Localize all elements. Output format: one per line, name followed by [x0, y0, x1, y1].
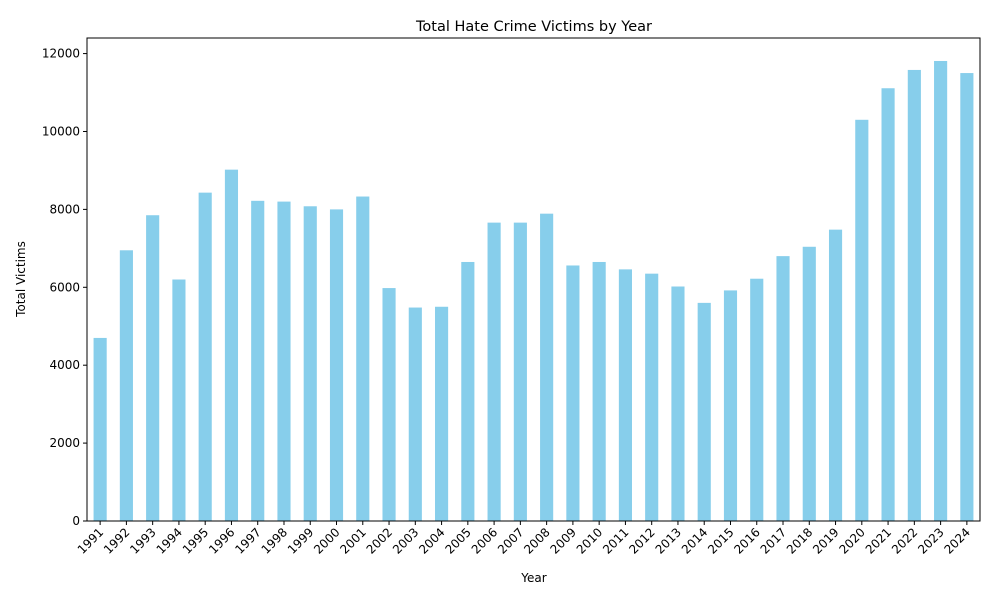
- bar-2002: [382, 288, 396, 521]
- x-tick-label: 2023: [915, 525, 946, 556]
- x-tick-label: 2013: [653, 525, 684, 556]
- bar-2005: [461, 261, 475, 521]
- x-tick-label: 2022: [889, 525, 920, 556]
- bar-1998: [277, 201, 291, 521]
- x-tick-label: 2024: [941, 525, 972, 556]
- x-tick-label: 2005: [442, 525, 473, 556]
- x-tick-label: 1993: [127, 525, 158, 556]
- bar-1992: [119, 250, 133, 521]
- x-tick-label: 2020: [836, 525, 867, 556]
- bar-2013: [671, 286, 685, 521]
- x-axis: 1991199219931994199519961997199819992000…: [75, 521, 973, 557]
- x-tick-label: 1994: [154, 525, 185, 556]
- x-tick-label: 2006: [469, 525, 500, 556]
- y-tick-label: 2000: [49, 436, 80, 450]
- bar-2001: [356, 196, 370, 521]
- x-tick-label: 1996: [206, 525, 237, 556]
- bar-1997: [251, 200, 265, 521]
- x-tick-label: 2009: [548, 525, 579, 556]
- x-tick-label: 2014: [679, 525, 710, 556]
- bar-2023: [934, 60, 948, 522]
- bar-1993: [146, 215, 160, 521]
- bar-1991: [93, 337, 107, 521]
- bar-2009: [566, 265, 580, 521]
- x-tick-label: 2000: [311, 525, 342, 556]
- bar-2006: [487, 222, 501, 521]
- bar-2000: [329, 209, 344, 522]
- x-axis-label: Year: [520, 571, 546, 585]
- y-tick-label: 6000: [49, 280, 80, 294]
- x-tick-label: 2008: [521, 525, 552, 556]
- x-tick-label: 2003: [390, 525, 421, 556]
- x-tick-label: 2019: [810, 525, 841, 556]
- x-tick-label: 2017: [758, 525, 789, 556]
- bar-2017: [776, 256, 790, 521]
- bar-2008: [540, 213, 554, 522]
- bar-2010: [592, 261, 606, 521]
- y-axis: 0 2000 4000 6000 8000 10000 12000: [42, 47, 87, 528]
- y-tick-label: 0: [72, 514, 80, 528]
- plot-frame: [86, 37, 981, 522]
- x-tick-label: 1992: [101, 525, 132, 556]
- bar-2019: [828, 229, 843, 521]
- x-tick-label: 1991: [75, 525, 106, 556]
- x-tick-label: 2004: [416, 525, 447, 556]
- bar-2024: [960, 73, 974, 521]
- x-tick-label: 2001: [337, 525, 368, 556]
- bar-2018: [802, 246, 816, 521]
- x-tick-label: 1999: [285, 525, 316, 556]
- bar-1995: [198, 192, 212, 521]
- y-tick-label: 12000: [42, 47, 80, 61]
- bar-2012: [645, 273, 659, 521]
- x-tick-label: 2007: [495, 525, 526, 556]
- x-tick-label: 1997: [232, 525, 263, 556]
- bar-2020: [855, 119, 869, 521]
- bar-2011: [618, 269, 632, 521]
- x-tick-label: 2012: [626, 525, 657, 556]
- x-tick-label: 2010: [574, 525, 605, 556]
- bar-2004: [435, 306, 449, 521]
- plot-area: [86, 37, 981, 522]
- bar-2014: [697, 302, 711, 521]
- bar-2007: [513, 222, 527, 521]
- bar-1996: [224, 169, 239, 522]
- y-tick-label: 10000: [42, 124, 80, 138]
- chart-title: Total Hate Crime Victims by Year: [415, 19, 652, 35]
- bar-2021: [881, 88, 895, 521]
- x-tick-label: 1998: [259, 525, 290, 556]
- x-tick-label: 2011: [600, 525, 631, 556]
- y-tick-label: 8000: [49, 202, 80, 216]
- x-tick-label: 2021: [863, 525, 894, 556]
- bar-2022: [907, 69, 921, 522]
- bar-1994: [172, 279, 186, 521]
- x-tick-label: 2002: [364, 525, 395, 556]
- bar-2003: [408, 307, 422, 521]
- x-tick-label: 1995: [180, 525, 211, 556]
- x-tick-label: 2016: [731, 525, 762, 556]
- bar-2016: [750, 278, 764, 521]
- x-tick-label: 2018: [784, 525, 815, 556]
- y-tick-label: 4000: [49, 358, 80, 372]
- y-axis-label: Total Victims: [14, 241, 28, 318]
- x-tick-label: 2015: [705, 525, 736, 556]
- bar-2015: [723, 290, 738, 521]
- bar-1999: [303, 206, 317, 521]
